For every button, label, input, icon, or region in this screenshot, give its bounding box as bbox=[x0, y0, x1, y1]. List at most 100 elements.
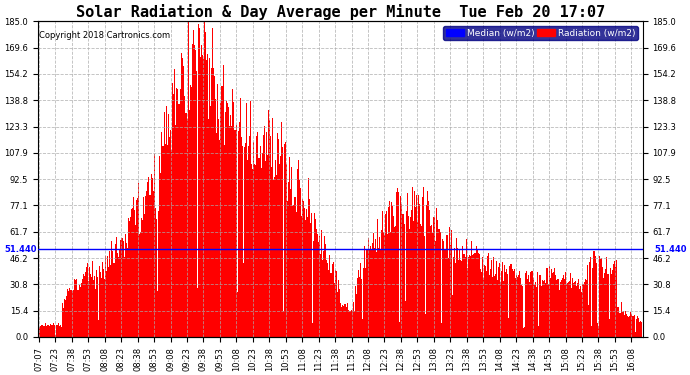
Bar bbox=[181, 53, 182, 337]
Bar bbox=[477, 254, 479, 337]
Bar bbox=[451, 230, 452, 337]
Bar bbox=[339, 303, 341, 337]
Bar bbox=[602, 267, 603, 337]
Bar bbox=[503, 281, 504, 337]
Bar bbox=[638, 318, 639, 337]
Bar bbox=[259, 146, 261, 337]
Bar bbox=[333, 283, 335, 337]
Bar bbox=[364, 246, 366, 337]
Bar bbox=[433, 217, 435, 337]
Bar bbox=[198, 24, 199, 337]
Bar bbox=[154, 154, 155, 337]
Bar bbox=[499, 263, 500, 337]
Bar bbox=[101, 278, 102, 337]
Bar bbox=[359, 276, 360, 337]
Bar bbox=[557, 279, 558, 337]
Bar bbox=[169, 138, 170, 337]
Bar bbox=[267, 155, 268, 337]
Bar bbox=[206, 60, 207, 337]
Bar bbox=[442, 241, 444, 337]
Bar bbox=[534, 285, 535, 337]
Bar bbox=[320, 254, 322, 337]
Bar bbox=[382, 211, 383, 337]
Bar bbox=[261, 168, 262, 337]
Bar bbox=[532, 271, 533, 337]
Bar bbox=[121, 238, 123, 337]
Bar bbox=[530, 272, 531, 337]
Bar bbox=[542, 280, 544, 337]
Bar bbox=[465, 258, 466, 337]
Bar bbox=[453, 257, 454, 337]
Bar bbox=[281, 122, 282, 337]
Bar bbox=[395, 226, 396, 337]
Bar bbox=[94, 276, 95, 337]
Bar bbox=[357, 278, 358, 337]
Bar bbox=[314, 213, 315, 337]
Bar bbox=[157, 291, 158, 337]
Bar bbox=[156, 219, 157, 337]
Bar bbox=[137, 198, 138, 337]
Bar bbox=[139, 234, 140, 337]
Bar bbox=[130, 217, 131, 337]
Bar bbox=[596, 263, 597, 337]
Bar bbox=[540, 275, 542, 337]
Bar bbox=[285, 142, 286, 337]
Bar bbox=[418, 195, 419, 337]
Bar bbox=[58, 324, 59, 337]
Bar bbox=[628, 317, 629, 337]
Bar bbox=[331, 264, 333, 337]
Bar bbox=[525, 273, 526, 337]
Bar bbox=[266, 132, 267, 337]
Bar bbox=[466, 239, 467, 337]
Bar bbox=[257, 132, 259, 337]
Bar bbox=[289, 157, 290, 337]
Bar bbox=[354, 311, 355, 337]
Bar bbox=[276, 175, 277, 337]
Bar bbox=[353, 302, 354, 337]
Bar bbox=[360, 263, 362, 337]
Bar bbox=[402, 214, 404, 337]
Bar bbox=[480, 269, 481, 337]
Bar bbox=[81, 279, 83, 337]
Bar bbox=[446, 235, 448, 337]
Bar bbox=[633, 316, 634, 337]
Bar bbox=[112, 251, 113, 337]
Bar bbox=[606, 257, 607, 337]
Bar bbox=[383, 232, 384, 337]
Bar bbox=[517, 277, 518, 337]
Bar bbox=[491, 260, 492, 337]
Bar bbox=[245, 143, 246, 337]
Text: 51.440: 51.440 bbox=[4, 245, 37, 254]
Bar bbox=[366, 249, 368, 337]
Bar bbox=[175, 125, 176, 337]
Bar bbox=[440, 323, 442, 337]
Bar bbox=[553, 268, 555, 337]
Bar bbox=[144, 214, 146, 337]
Bar bbox=[479, 254, 480, 337]
Bar bbox=[217, 84, 219, 337]
Bar bbox=[547, 284, 549, 337]
Bar bbox=[279, 164, 280, 337]
Bar bbox=[209, 58, 210, 337]
Bar bbox=[424, 236, 425, 337]
Bar bbox=[195, 50, 196, 337]
Bar bbox=[290, 189, 291, 337]
Bar bbox=[204, 22, 205, 337]
Bar bbox=[127, 248, 128, 337]
Bar bbox=[203, 59, 204, 337]
Bar bbox=[425, 314, 426, 337]
Bar bbox=[563, 275, 564, 337]
Bar bbox=[141, 218, 142, 337]
Bar bbox=[612, 270, 613, 337]
Bar bbox=[134, 210, 135, 337]
Bar bbox=[288, 182, 289, 337]
Bar bbox=[592, 268, 593, 337]
Bar bbox=[567, 283, 568, 337]
Bar bbox=[620, 302, 622, 337]
Bar bbox=[39, 327, 41, 337]
Bar bbox=[239, 122, 240, 337]
Bar bbox=[232, 89, 233, 337]
Bar bbox=[180, 89, 181, 337]
Bar bbox=[588, 305, 589, 337]
Bar bbox=[46, 326, 47, 337]
